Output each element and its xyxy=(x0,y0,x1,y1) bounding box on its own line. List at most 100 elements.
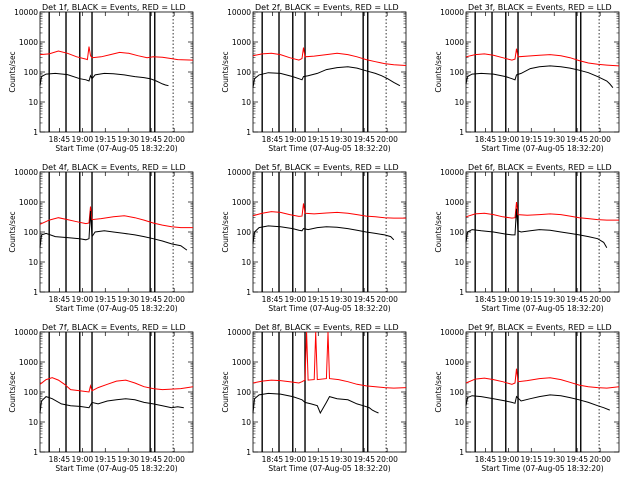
events-series-line xyxy=(465,394,610,411)
y-tick-label: 1000 xyxy=(19,198,38,207)
x-tick-label: 19:00 xyxy=(498,295,520,304)
y-tick-label: 100 xyxy=(24,68,39,77)
x-tick-label: 19:00 xyxy=(72,455,94,464)
x-axis-label: Start Time (07-Aug-05 18:32:20) xyxy=(55,464,177,473)
x-tick-label: 18:45 xyxy=(475,455,497,464)
x-tick-label: 18:45 xyxy=(262,135,284,144)
panel-1: Det 1f, BLACK = Events, RED = LLD 1 10 100 1… xyxy=(8,3,194,153)
x-tick-label: 19:30 xyxy=(330,455,352,464)
x-tick-label: 19:00 xyxy=(498,135,520,144)
events-series-line xyxy=(252,392,379,415)
y-tick-label: 1 xyxy=(33,128,38,137)
y-tick-label: 100 xyxy=(450,228,465,237)
x-tick-label: 19:45 xyxy=(566,295,588,304)
x-tick-label: 19:45 xyxy=(140,295,162,304)
x-tick-label: 19:45 xyxy=(353,455,375,464)
x-axis-label: Start Time (07-Aug-05 18:32:20) xyxy=(268,144,390,153)
y-tick-label: 10000 xyxy=(227,328,251,337)
x-tick-label: 20:00 xyxy=(376,455,398,464)
x-tick-label: 20:00 xyxy=(163,455,185,464)
y-axis-label: Counts/sec xyxy=(434,211,443,252)
x-tick-label: 19:15 xyxy=(520,455,542,464)
x-axis-label: Start Time (07-Aug-05 18:32:20) xyxy=(481,304,603,313)
x-tick-label: 19:30 xyxy=(543,135,565,144)
x-tick-label: 20:00 xyxy=(589,295,611,304)
y-tick-label: 1 xyxy=(246,448,251,457)
y-tick-label: 1 xyxy=(33,288,38,297)
panel-8: Det 8f, BLACK = Events, RED = LLD 1 10 100 1… xyxy=(221,323,407,473)
x-tick-label: 20:00 xyxy=(163,295,185,304)
x-tick-label: 19:00 xyxy=(285,295,307,304)
y-tick-label: 1 xyxy=(459,128,464,137)
events-series-line xyxy=(39,72,169,87)
y-tick-label: 10000 xyxy=(440,8,464,17)
y-tick-label: 10000 xyxy=(227,168,251,177)
x-tick-label: 19:00 xyxy=(72,135,94,144)
x-axis-label: Start Time (07-Aug-05 18:32:20) xyxy=(55,304,177,313)
panel-3: Det 3f, BLACK = Events, RED = LLD 1 10 100 1… xyxy=(434,3,620,153)
y-tick-label: 1000 xyxy=(232,358,251,367)
lld-series-line xyxy=(465,201,619,221)
x-tick-label: 20:00 xyxy=(589,455,611,464)
y-tick-label: 1000 xyxy=(232,198,251,207)
y-tick-label: 1000 xyxy=(232,38,251,47)
x-tick-label: 18:45 xyxy=(49,455,71,464)
y-tick-label: 10000 xyxy=(440,328,464,337)
y-tick-label: 1 xyxy=(459,288,464,297)
lld-series-line xyxy=(39,46,194,61)
y-tick-label: 1 xyxy=(246,128,251,137)
events-series-line xyxy=(465,208,608,248)
x-axis-label: Start Time (07-Aug-05 18:32:20) xyxy=(268,464,390,473)
y-tick-label: 100 xyxy=(237,68,252,77)
x-tick-label: 19:45 xyxy=(353,135,375,144)
y-tick-label: 10 xyxy=(28,418,38,427)
x-tick-label: 19:30 xyxy=(543,455,565,464)
plot-frame xyxy=(39,11,194,133)
panel-title: Det 7f, BLACK = Events, RED = LLD xyxy=(42,323,186,332)
x-tick-label: 19:15 xyxy=(307,135,329,144)
lld-series-line xyxy=(252,47,407,66)
y-axis-label: Counts/sec xyxy=(221,371,230,412)
plot-frame xyxy=(39,331,194,453)
y-tick-label: 10 xyxy=(454,418,464,427)
x-tick-label: 20:00 xyxy=(376,295,398,304)
lld-series-line xyxy=(252,203,406,219)
x-tick-label: 20:00 xyxy=(163,135,185,144)
events-series-line xyxy=(465,65,614,89)
x-tick-label: 19:45 xyxy=(566,455,588,464)
plot-frame xyxy=(252,331,407,453)
panel-6: Det 6f, BLACK = Events, RED = LLD 1 10 100 1… xyxy=(434,163,620,313)
panel-title: Det 4f, BLACK = Events, RED = LLD xyxy=(42,163,186,172)
lld-series-line xyxy=(252,331,407,389)
y-axis-label: Counts/sec xyxy=(434,51,443,92)
x-tick-label: 19:30 xyxy=(330,135,352,144)
x-tick-label: 19:00 xyxy=(285,135,307,144)
panel-7: Det 7f, BLACK = Events, RED = LLD 1 10 100 1… xyxy=(8,323,194,473)
y-tick-label: 100 xyxy=(237,388,252,397)
x-tick-label: 18:45 xyxy=(475,295,497,304)
plot-frame xyxy=(465,331,620,453)
x-tick-label: 19:15 xyxy=(520,295,542,304)
plot-frame xyxy=(252,11,407,133)
y-tick-label: 100 xyxy=(450,388,465,397)
y-tick-label: 10000 xyxy=(227,8,251,17)
x-tick-label: 19:15 xyxy=(94,295,116,304)
lld-series-line xyxy=(39,377,194,393)
y-axis-label: Counts/sec xyxy=(221,211,230,252)
y-tick-label: 10 xyxy=(28,98,38,107)
panel-title: Det 6f, BLACK = Events, RED = LLD xyxy=(468,163,612,172)
x-tick-label: 19:00 xyxy=(498,455,520,464)
y-tick-label: 10 xyxy=(241,258,251,267)
x-tick-label: 19:45 xyxy=(140,135,162,144)
x-tick-label: 18:45 xyxy=(49,295,71,304)
y-tick-label: 10000 xyxy=(440,168,464,177)
y-tick-label: 1 xyxy=(459,448,464,457)
y-tick-label: 10 xyxy=(28,258,38,267)
events-series-line xyxy=(39,210,188,251)
x-tick-label: 19:30 xyxy=(543,295,565,304)
panel-2: Det 2f, BLACK = Events, RED = LLD 1 10 100 1… xyxy=(221,3,407,153)
x-tick-label: 19:30 xyxy=(117,295,139,304)
y-axis-label: Counts/sec xyxy=(221,51,230,92)
y-tick-label: 10000 xyxy=(14,8,38,17)
plot-frame xyxy=(465,11,620,133)
